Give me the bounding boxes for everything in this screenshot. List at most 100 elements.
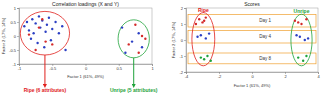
y-tick: 2 [181, 6, 186, 11]
point [138, 32, 140, 34]
chart: -1-0.500.51-1-0.500.51Correlation loadin… [1, 1, 158, 94]
y-axis-line [184, 9, 187, 73]
x-tick-label: 1 [151, 66, 154, 71]
point [203, 20, 205, 22]
x-tick-label: -4 [185, 74, 189, 79]
y-tick: 0.5 [10, 20, 19, 25]
y-tick-label: -0.5 [9, 48, 17, 53]
point [38, 15, 40, 17]
y-axis: -2 -1 0 1 2 [179, 6, 186, 75]
point [297, 56, 299, 58]
point [299, 36, 301, 38]
point [144, 38, 146, 40]
x-tick-label: 2 [284, 74, 287, 79]
point [210, 60, 212, 62]
y-tick-label: -2 [179, 70, 183, 75]
x-tick: 2 [284, 72, 287, 79]
point [50, 39, 52, 41]
point [58, 32, 60, 34]
x-tick-label: 0 [251, 74, 254, 79]
x-tick: 1 [151, 64, 154, 71]
y-tick-mark [17, 36, 19, 37]
y-tick-mark [17, 64, 19, 65]
x-tick-label: 0.5 [116, 66, 122, 71]
x-tick-label: -1 [18, 66, 22, 71]
y-tick: 1 [181, 22, 186, 27]
point [36, 42, 38, 44]
annotation: Unripe [294, 8, 310, 14]
band-label: Day 4 [259, 34, 271, 39]
y-tick: 1 [14, 6, 19, 11]
point [51, 43, 53, 45]
x-tick: 0.5 [116, 64, 122, 71]
x-axis-title: Factor 1 (61%, 49%) [67, 74, 104, 79]
point [34, 49, 36, 51]
x-tick: 4 [317, 72, 320, 79]
x-tick-label: 4 [317, 74, 320, 79]
point [23, 25, 25, 27]
point [51, 28, 53, 30]
point [30, 38, 32, 40]
point [195, 23, 197, 25]
y-tick-label: 0 [14, 34, 17, 39]
point [28, 29, 30, 31]
point [305, 55, 307, 57]
y-tick-label: 1 [14, 6, 17, 11]
group-band [188, 31, 316, 43]
annotation-arrow [44, 55, 45, 86]
point [307, 37, 309, 39]
plot-frame [19, 8, 152, 64]
y-tick-label: 0.5 [10, 20, 16, 25]
plot-frame [186, 8, 318, 72]
y-tick-label: -1 [12, 62, 16, 67]
x-tick-label: 0 [85, 66, 88, 71]
x-tick-label: -0.5 [49, 66, 57, 71]
point [54, 21, 56, 23]
figure: -1-0.500.51-1-0.500.51Correlation loadin… [0, 0, 322, 95]
point [295, 34, 297, 36]
x-tick: -2 [218, 72, 222, 79]
band-label: Day 1 [259, 18, 271, 23]
annotation-arrow [133, 58, 134, 86]
band-label: Day 8 [259, 56, 271, 61]
x-tick: 0 [85, 64, 88, 71]
y-tick-label: -1 [179, 54, 183, 59]
point [44, 40, 46, 42]
point [141, 35, 143, 37]
y-axis: -1 -0.5 0 0.5 1 [9, 6, 19, 67]
point [31, 18, 33, 20]
chart-title: Scores [244, 1, 260, 7]
y-tick-label: 0 [181, 38, 184, 43]
point [141, 46, 143, 48]
group-ellipse [20, 11, 69, 55]
chart: -4-2024-2-1012ScoresFactor 1 (61%, 49%)F… [171, 1, 320, 89]
y-tick-label: 2 [181, 6, 184, 11]
y-tick: -2 [179, 70, 186, 75]
point [124, 52, 126, 54]
point [203, 58, 205, 60]
y-tick-mark [17, 22, 19, 23]
point [34, 22, 36, 24]
y-axis-title: Factor 2 (17%, 14%) [1, 17, 6, 54]
point [138, 52, 140, 54]
point [300, 23, 302, 25]
annotation: Unripe (5 attributes) [110, 87, 158, 93]
group-ellipse [192, 13, 215, 66]
point [205, 16, 207, 18]
point [61, 25, 63, 27]
y-tick-label: 1 [181, 22, 184, 27]
x-tick: 0 [251, 72, 254, 79]
y-tick: -0.5 [9, 48, 19, 53]
marks [23, 15, 146, 54]
marks [195, 16, 310, 62]
y-axis-title: Factor 2 (17%, 14%) [171, 21, 176, 58]
annotation: Ripe [198, 7, 209, 13]
point [26, 21, 28, 23]
point [206, 55, 208, 57]
annotation: Ripe (6 attributes) [24, 87, 67, 93]
y-tick-mark [184, 40, 186, 41]
y-tick: 0 [14, 34, 19, 39]
y-tick-mark [184, 8, 186, 9]
point [43, 46, 45, 48]
point [121, 26, 123, 28]
